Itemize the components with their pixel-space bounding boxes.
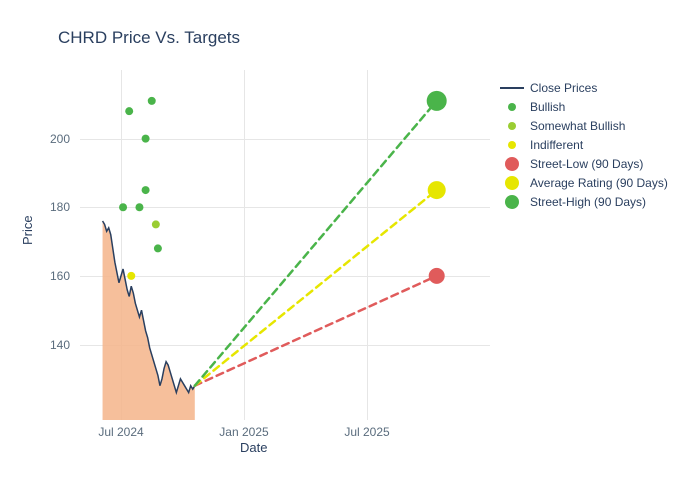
y-axis-title: Price xyxy=(20,215,35,245)
legend-item[interactable]: Average Rating (90 Days) xyxy=(500,173,668,192)
legend-dot-icon xyxy=(508,103,516,111)
y-tick-label: 200 xyxy=(20,132,70,146)
legend-line-icon xyxy=(500,87,524,89)
chart-svg xyxy=(80,70,490,420)
legend-label: Close Prices xyxy=(530,81,597,95)
legend-bigdot-icon xyxy=(505,195,519,209)
legend-bigdot-icon xyxy=(505,157,519,171)
projection-avg xyxy=(195,190,437,386)
projection-low xyxy=(195,276,437,386)
legend-label: Street-High (90 Days) xyxy=(530,195,646,209)
y-tick-label: 180 xyxy=(20,200,70,214)
y-tick-label: 160 xyxy=(20,269,70,283)
indifferent-point xyxy=(127,272,135,280)
legend-item[interactable]: Close Prices xyxy=(500,78,668,97)
legend-label: Bullish xyxy=(530,100,565,114)
legend-label: Average Rating (90 Days) xyxy=(530,176,668,190)
bullish-point xyxy=(148,97,156,105)
y-tick-label: 140 xyxy=(20,338,70,352)
projection-high xyxy=(195,101,437,386)
legend-dot-icon xyxy=(508,122,516,130)
bullish-point xyxy=(135,203,143,211)
x-axis-title: Date xyxy=(240,440,267,455)
legend-bigdot-icon xyxy=(505,176,519,190)
legend-item[interactable]: Somewhat Bullish xyxy=(500,116,668,135)
legend-item[interactable]: Bullish xyxy=(500,97,668,116)
legend-label: Somewhat Bullish xyxy=(530,119,625,133)
bullish-point xyxy=(125,107,133,115)
legend-item[interactable]: Street-High (90 Days) xyxy=(500,192,668,211)
plot-area xyxy=(80,70,490,420)
x-tick-label: Jul 2024 xyxy=(98,425,143,439)
somewhat_bullish-point xyxy=(152,220,160,228)
bullish-point xyxy=(142,186,150,194)
legend: Close Prices Bullish Somewhat Bullish Indif… xyxy=(500,78,668,211)
legend-label: Indifferent xyxy=(530,138,583,152)
projection-high-marker xyxy=(427,91,447,111)
chart-container: CHRD Price Vs. Targets Price Date 140 160… xyxy=(0,0,700,500)
legend-dot-icon xyxy=(508,141,516,149)
legend-item[interactable]: Street-Low (90 Days) xyxy=(500,154,668,173)
legend-label: Street-Low (90 Days) xyxy=(530,157,643,171)
projection-avg-marker xyxy=(428,181,446,199)
legend-item[interactable]: Indifferent xyxy=(500,135,668,154)
x-tick-label: Jan 2025 xyxy=(219,425,268,439)
bullish-point xyxy=(119,203,127,211)
chart-title: CHRD Price Vs. Targets xyxy=(58,28,240,48)
bullish-point xyxy=(142,135,150,143)
bullish-point xyxy=(154,244,162,252)
x-tick-label: Jul 2025 xyxy=(344,425,389,439)
projection-low-marker xyxy=(429,268,445,284)
close-prices-area xyxy=(103,221,195,420)
